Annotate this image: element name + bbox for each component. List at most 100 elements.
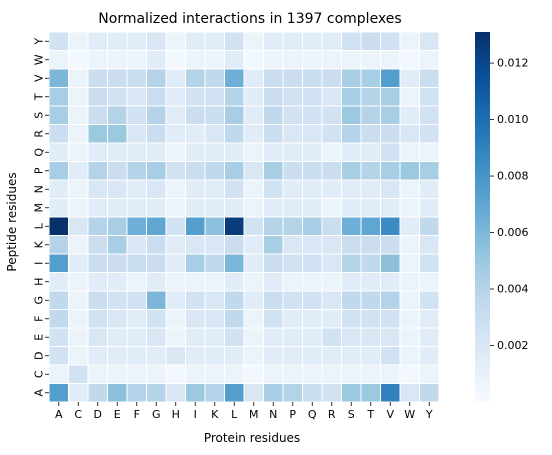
heatmap-cell [321,142,342,162]
heatmap-cell [185,50,206,70]
heatmap-cell [68,105,89,125]
heatmap-cell [263,142,284,162]
heatmap-cell [87,50,108,70]
heatmap-cell [87,124,108,144]
heatmap-cell [419,31,440,51]
heatmap-cell [263,50,284,70]
heatmap-cell [360,105,381,125]
heatmap-cell [224,290,245,310]
heatmap-cell [165,179,186,199]
heatmap-cell [224,87,245,107]
heatmap-cell [380,235,401,255]
heatmap-cell [243,272,264,292]
heatmap-cell [126,327,147,347]
heatmap-cell [419,346,440,366]
heatmap-cell [48,235,69,255]
heatmap-cell [419,272,440,292]
heatmap-cell [419,179,440,199]
heatmap-cell [68,327,89,347]
heatmap-cell [48,68,69,88]
heatmap-cell [263,31,284,51]
heatmap-cell [107,142,128,162]
heatmap-cell [282,31,303,51]
heatmap-cell [185,272,206,292]
heatmap-cell [126,272,147,292]
heatmap-cell [87,68,108,88]
heatmap-cell [302,50,323,70]
x-tick-label: C [74,408,82,421]
heatmap-cell [282,50,303,70]
heatmap-cell [146,142,167,162]
heatmap-cell [360,31,381,51]
heatmap-cell [263,383,284,403]
heatmap-cell [126,68,147,88]
heatmap-cell [419,124,440,144]
heatmap-cell [243,124,264,144]
heatmap-cell [341,124,362,144]
heatmap-cell [263,87,284,107]
heatmap-cell [399,179,420,199]
heatmap-cell [146,31,167,51]
heatmap-cell [302,216,323,236]
heatmap-cell [380,346,401,366]
heatmap-cell [185,216,206,236]
heatmap-cell [360,198,381,218]
heatmap-cell [107,68,128,88]
heatmap-cell [263,364,284,384]
heatmap-cell [321,198,342,218]
heatmap-cell [204,50,225,70]
heatmap-cell [68,124,89,144]
heatmap-cell [204,272,225,292]
heatmap-cell [321,364,342,384]
heatmap-cell [282,216,303,236]
heatmap-cell [126,364,147,384]
heatmap-cell [321,309,342,329]
y-tick-label: D [33,352,46,360]
heatmap-cell [360,161,381,181]
heatmap-cell [87,216,108,236]
heatmap-cell [302,272,323,292]
heatmap-cell [48,87,69,107]
heatmap-cell [68,68,89,88]
heatmap-cell [224,105,245,125]
heatmap-cell [302,290,323,310]
y-tick-label: A [33,389,46,397]
x-tick-label: D [94,408,102,421]
heatmap-cell [107,327,128,347]
heatmap-cell [302,179,323,199]
heatmap-cell [282,142,303,162]
heatmap-cell [48,179,69,199]
y-tick-label: Q [33,148,46,157]
heatmap-cell [380,290,401,310]
heatmap-cell [107,179,128,199]
heatmap-cell [204,290,225,310]
heatmap-cell [419,87,440,107]
heatmap-cell [321,253,342,273]
heatmap-cell [165,68,186,88]
x-tick-label: W [404,408,415,421]
heatmap-cell [380,327,401,347]
heatmap-cell [302,105,323,125]
heatmap-cell [224,272,245,292]
heatmap-cell [165,216,186,236]
heatmap-cell [87,383,108,403]
heatmap-cell [185,198,206,218]
heatmap-cell [224,346,245,366]
heatmap-cell [341,327,362,347]
heatmap-cell [87,290,108,310]
heatmap-cell [341,272,362,292]
heatmap-cell [224,364,245,384]
heatmap-cell [48,161,69,181]
heatmap-cell [107,161,128,181]
colorbar-tick-label: 0.012 [497,57,529,70]
heatmap-cell [380,198,401,218]
heatmap-cell [146,346,167,366]
heatmap-cell [341,253,362,273]
heatmap-cell [321,50,342,70]
heatmap-cell [243,105,264,125]
heatmap-cell [87,31,108,51]
heatmap-cell [321,87,342,107]
chart-title: Normalized interactions in 1397 complexe… [98,11,401,27]
heatmap-cell [68,161,89,181]
